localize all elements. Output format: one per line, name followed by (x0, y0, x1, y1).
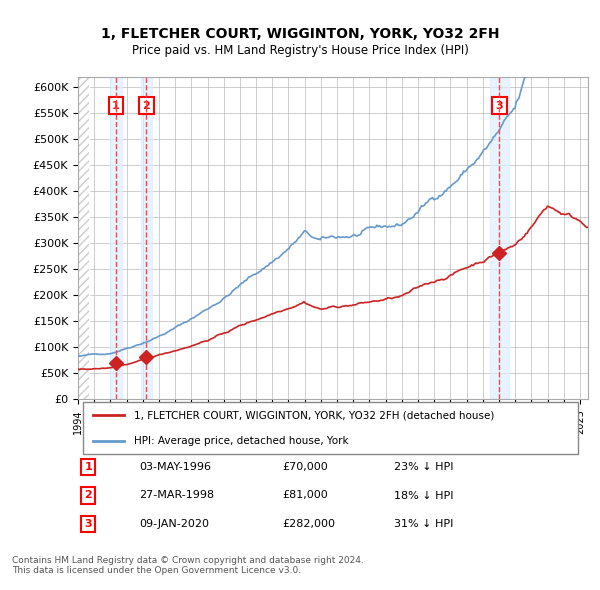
Text: 1: 1 (85, 462, 92, 472)
Text: 1, FLETCHER COURT, WIGGINTON, YORK, YO32 2FH: 1, FLETCHER COURT, WIGGINTON, YORK, YO32… (101, 27, 499, 41)
Text: 2: 2 (143, 101, 151, 111)
Text: 1: 1 (112, 101, 120, 111)
Text: Price paid vs. HM Land Registry's House Price Index (HPI): Price paid vs. HM Land Registry's House … (131, 44, 469, 57)
Text: 18% ↓ HPI: 18% ↓ HPI (394, 490, 454, 500)
Text: £282,000: £282,000 (282, 519, 335, 529)
Text: 3: 3 (85, 519, 92, 529)
Polygon shape (78, 77, 89, 399)
Text: £81,000: £81,000 (282, 490, 328, 500)
Bar (141, 77, 152, 399)
Text: 3: 3 (496, 101, 503, 111)
Bar (110, 77, 122, 399)
Text: 23% ↓ HPI: 23% ↓ HPI (394, 462, 454, 472)
Text: 31% ↓ HPI: 31% ↓ HPI (394, 519, 454, 529)
Text: 27-MAR-1998: 27-MAR-1998 (139, 490, 214, 500)
Bar (490, 77, 509, 399)
Text: 09-JAN-2020: 09-JAN-2020 (139, 519, 209, 529)
Text: 2: 2 (85, 490, 92, 500)
Text: 1, FLETCHER COURT, WIGGINTON, YORK, YO32 2FH (detached house): 1, FLETCHER COURT, WIGGINTON, YORK, YO32… (134, 411, 494, 421)
Text: 03-MAY-1996: 03-MAY-1996 (139, 462, 211, 472)
Text: HPI: Average price, detached house, York: HPI: Average price, detached house, York (134, 435, 349, 445)
Text: Contains HM Land Registry data © Crown copyright and database right 2024.
This d: Contains HM Land Registry data © Crown c… (12, 556, 364, 575)
FancyBboxPatch shape (83, 402, 578, 454)
Text: £70,000: £70,000 (282, 462, 328, 472)
